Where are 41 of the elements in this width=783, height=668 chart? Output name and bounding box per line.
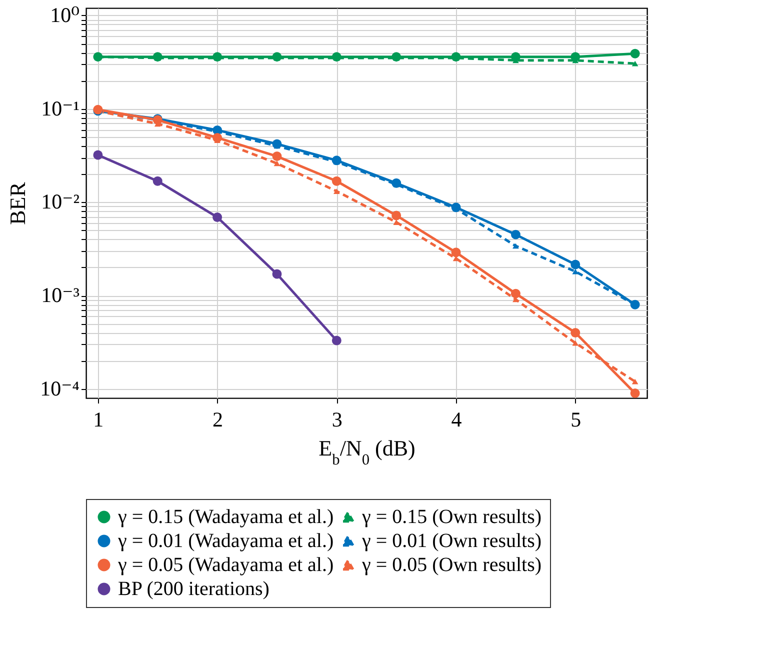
legend-label: BP (200 iterations) bbox=[118, 578, 270, 600]
x-tick-label: 4 bbox=[451, 408, 462, 432]
y-tick-label: 10⁻⁴ bbox=[40, 376, 80, 400]
point bbox=[332, 336, 342, 346]
y-tick-label: 10⁰ bbox=[50, 2, 80, 27]
y-tick-label: 10⁻² bbox=[41, 190, 80, 214]
point bbox=[572, 268, 579, 274]
point bbox=[334, 188, 340, 194]
legend-label: γ = 0.15 (Own results) bbox=[361, 506, 542, 528]
point bbox=[332, 176, 342, 186]
x-axis-title: E$_{b}$/N$_{0}$ (dB) bbox=[318, 436, 416, 468]
x-tick-label: 3 bbox=[332, 408, 342, 432]
point bbox=[272, 152, 282, 162]
point bbox=[272, 269, 282, 279]
point bbox=[570, 260, 580, 270]
point bbox=[510, 230, 520, 240]
point bbox=[451, 248, 461, 258]
point bbox=[630, 388, 640, 398]
point bbox=[392, 210, 402, 220]
legend-label: γ = 0.01 (Own results) bbox=[361, 530, 542, 552]
legend-label: γ = 0.15 (Wadayama et al.) bbox=[117, 506, 334, 528]
point bbox=[212, 212, 222, 222]
x-tick-label: 1 bbox=[93, 408, 104, 432]
y-axis-title: BER bbox=[5, 182, 30, 225]
point bbox=[152, 176, 162, 186]
point bbox=[632, 60, 638, 66]
point bbox=[512, 243, 519, 249]
point bbox=[570, 328, 580, 338]
x-tick-label: 5 bbox=[570, 408, 582, 432]
point bbox=[572, 340, 579, 346]
y-tick-label: 10⁻¹ bbox=[41, 96, 80, 120]
point bbox=[510, 288, 520, 298]
legend-label: γ = 0.05 (Wadayama et al.) bbox=[117, 554, 334, 576]
legend-label: γ = 0.01 (Wadayama et al.) bbox=[117, 530, 334, 552]
point bbox=[274, 160, 280, 166]
y-tick-label: 10⁻³ bbox=[41, 283, 80, 308]
point bbox=[632, 378, 638, 384]
x-tick-label: 2 bbox=[212, 408, 224, 432]
legend-label: γ = 0.05 (Own results) bbox=[361, 554, 542, 576]
point bbox=[630, 48, 640, 58]
point bbox=[93, 150, 103, 160]
